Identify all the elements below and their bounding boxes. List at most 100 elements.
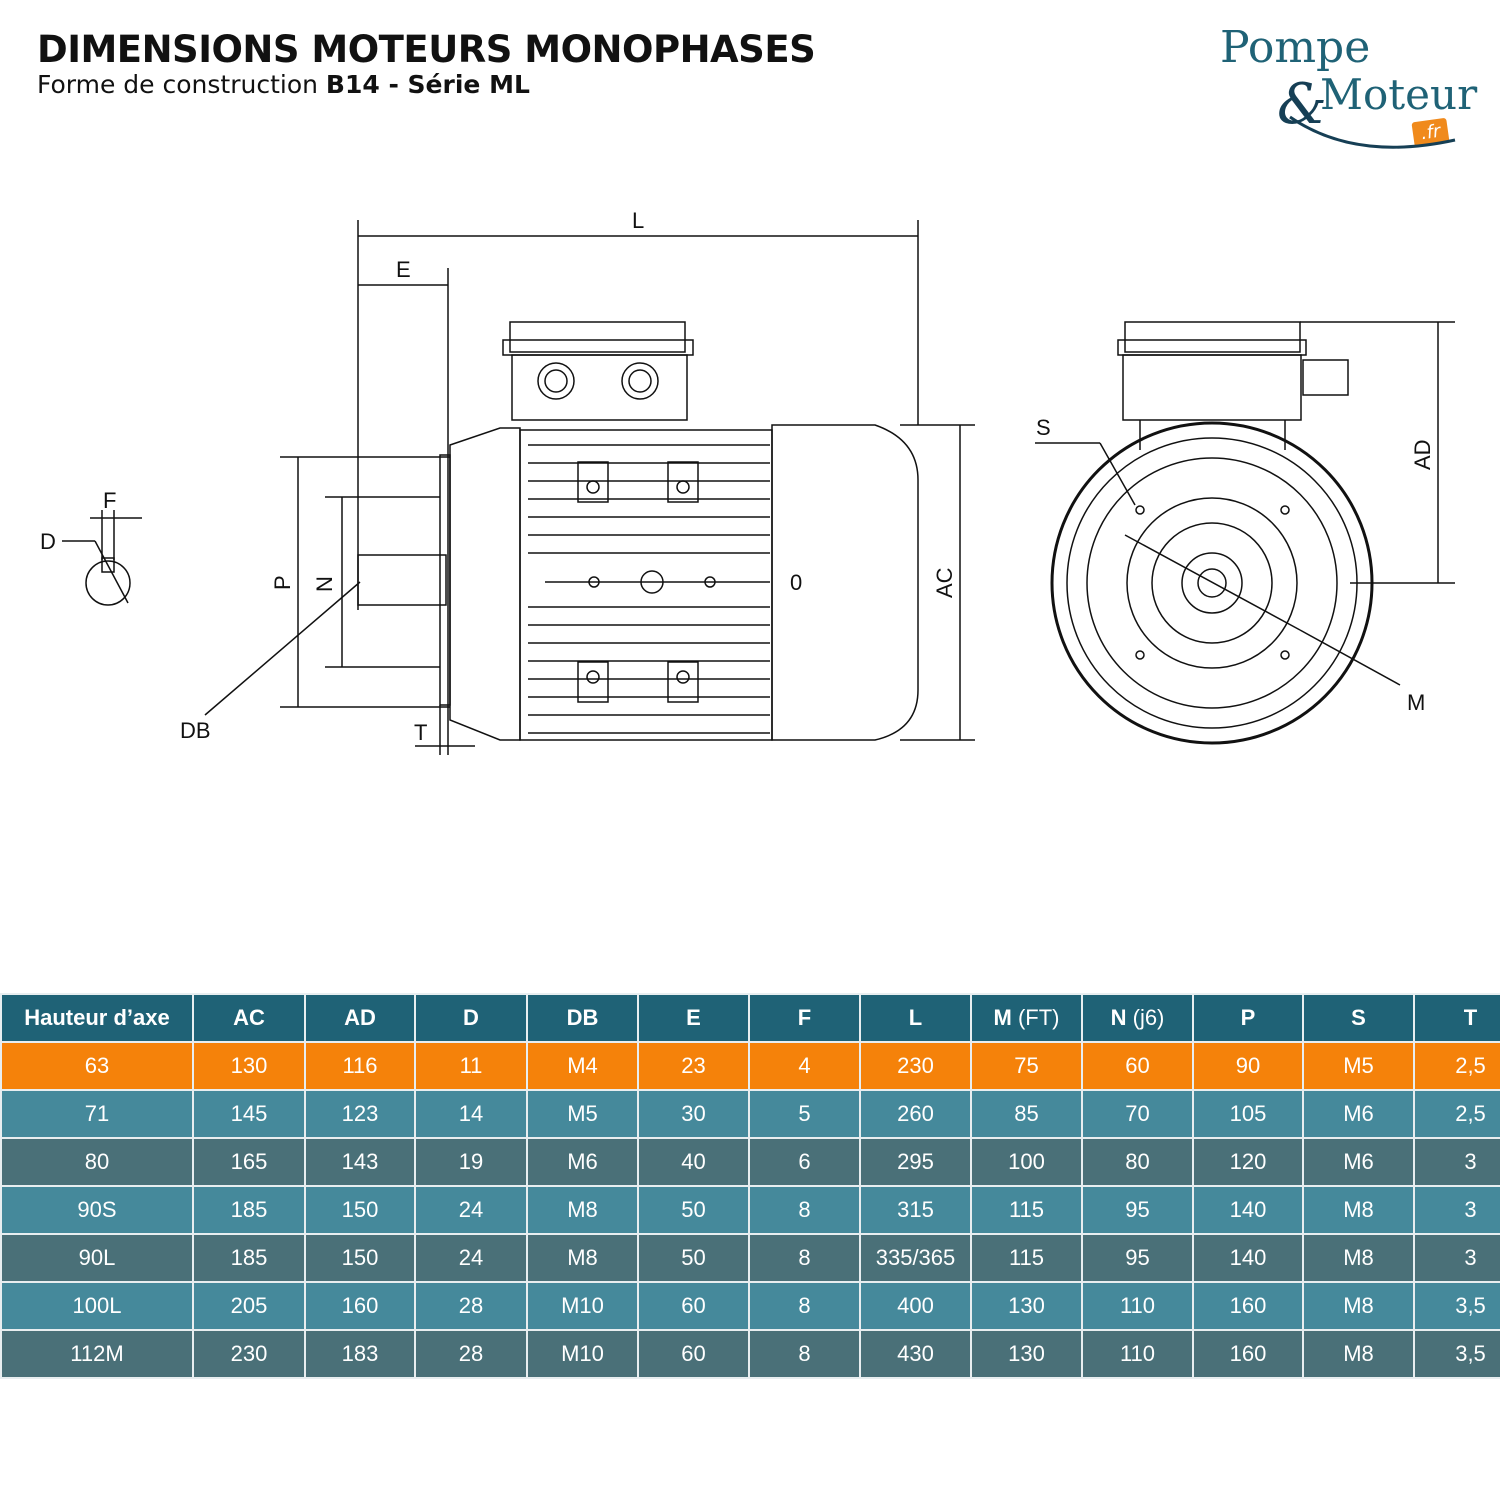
- table-cell: M8: [1302, 1233, 1415, 1283]
- table-cell: M10: [526, 1281, 639, 1331]
- table-row: 90S 185 150 24 M8 50 8 315 115 95 140 M8 3: [0, 1185, 1500, 1235]
- table-cell: 95: [1081, 1185, 1194, 1235]
- table-cell: 295: [859, 1137, 972, 1187]
- logo-swoosh: [1289, 115, 1456, 149]
- label-AC: AC: [932, 567, 957, 598]
- column-header: M (FT): [970, 993, 1083, 1043]
- table-cell: 2,5: [1413, 1041, 1500, 1091]
- label-D: D: [40, 529, 56, 554]
- table-cell: 260: [859, 1089, 972, 1139]
- table-cell: 115: [970, 1233, 1083, 1283]
- table-cell: 23: [637, 1041, 750, 1091]
- column-header-main: P: [1240, 1005, 1256, 1030]
- table-cell: 28: [414, 1329, 528, 1379]
- table-cell: 100: [970, 1137, 1083, 1187]
- table-cell: 400: [859, 1281, 972, 1331]
- table-cell: M6: [526, 1137, 639, 1187]
- subtitle-model: B14 - Série ML: [325, 70, 530, 99]
- table-cell: 130: [192, 1041, 306, 1091]
- column-header: P: [1192, 993, 1304, 1043]
- table-header-row: Hauteur d’axe AC AD D DB E F L M (FT) N (j6) P S T: [0, 993, 1500, 1043]
- table-cell: 185: [192, 1185, 306, 1235]
- table-cell: 80: [0, 1137, 194, 1187]
- column-header: DB: [526, 993, 639, 1043]
- subtitle-prefix: Forme de construction: [37, 70, 326, 99]
- table-cell: 315: [859, 1185, 972, 1235]
- table-cell: 90: [1192, 1041, 1304, 1091]
- column-header-main: E: [686, 1005, 701, 1030]
- label-P: P: [270, 575, 295, 590]
- table-cell: 85: [970, 1089, 1083, 1139]
- table-cell: 60: [637, 1329, 750, 1379]
- page-title: DIMENSIONS MOTEURS MONOPHASES: [37, 28, 816, 71]
- table-cell: 24: [414, 1233, 528, 1283]
- column-header-main: D: [463, 1005, 479, 1030]
- column-header-main: S: [1351, 1005, 1366, 1030]
- label-T: T: [414, 720, 427, 745]
- column-header-main: N: [1110, 1005, 1127, 1030]
- column-header: Hauteur d’axe: [0, 993, 194, 1043]
- table-cell: 110: [1081, 1281, 1194, 1331]
- table-cell: 8: [748, 1185, 861, 1235]
- table-cell: 95: [1081, 1233, 1194, 1283]
- table-cell: 145: [192, 1089, 306, 1139]
- table-cell: 150: [304, 1233, 416, 1283]
- table-cell: 24: [414, 1185, 528, 1235]
- table-cell: 30: [637, 1089, 750, 1139]
- column-header: AD: [304, 993, 416, 1043]
- column-header: N (j6): [1081, 993, 1194, 1043]
- label-N: N: [312, 576, 337, 592]
- column-header: E: [637, 993, 750, 1043]
- table-cell: 150: [304, 1185, 416, 1235]
- table-cell: M5: [1302, 1041, 1415, 1091]
- table-cell: 130: [970, 1329, 1083, 1379]
- table-cell: 100L: [0, 1281, 194, 1331]
- label-E: E: [396, 257, 411, 282]
- table-cell: 165: [192, 1137, 306, 1187]
- table-cell: M8: [526, 1185, 639, 1235]
- table-cell: 112M: [0, 1329, 194, 1379]
- table-cell: 160: [304, 1281, 416, 1331]
- column-header-main: M: [993, 1005, 1012, 1030]
- table-cell: 205: [192, 1281, 306, 1331]
- table-cell: 90S: [0, 1185, 194, 1235]
- label-M: M: [1407, 690, 1425, 715]
- column-header-unit: (j6): [1126, 1005, 1165, 1030]
- table-cell: M8: [1302, 1185, 1415, 1235]
- brand-logo: Pompe & Moteur .fr: [1215, 22, 1478, 162]
- table-cell: 70: [1081, 1089, 1194, 1139]
- table-cell: 110: [1081, 1329, 1194, 1379]
- table-row: 90L 185 150 24 M8 50 8 335/365 115 95 140 M8 3: [0, 1233, 1500, 1283]
- table-cell: 115: [970, 1185, 1083, 1235]
- table-row-highlighted: 63 130 116 11 M4 23 4 230 75 60 90 M5 2,5: [0, 1041, 1500, 1091]
- logo-text-moteur: Moteur: [1320, 70, 1478, 119]
- table-cell: 80: [1081, 1137, 1194, 1187]
- column-header: F: [748, 993, 861, 1043]
- table-row: 100L 205 160 28 M10 60 8 400 130 110 160 M8 3,5: [0, 1281, 1500, 1331]
- table-cell: 60: [637, 1281, 750, 1331]
- table-cell: M10: [526, 1329, 639, 1379]
- table-cell: M5: [526, 1089, 639, 1139]
- table-cell: 90L: [0, 1233, 194, 1283]
- table-cell: 130: [970, 1281, 1083, 1331]
- table-row: 112M 230 183 28 M10 60 8 430 130 110 160 M8 3,5: [0, 1329, 1500, 1379]
- table-cell: 4: [748, 1041, 861, 1091]
- table-cell: 183: [304, 1329, 416, 1379]
- table-cell: 430: [859, 1329, 972, 1379]
- column-header-main: F: [797, 1005, 812, 1030]
- label-L: L: [632, 208, 644, 233]
- column-header: AC: [192, 993, 306, 1043]
- table-cell: 75: [970, 1041, 1083, 1091]
- column-header-main: DB: [566, 1005, 599, 1030]
- page-subtitle: Forme de construction B14 - Série ML: [37, 70, 530, 99]
- column-header-main: Hauteur d’axe: [24, 1005, 170, 1030]
- column-header: S: [1302, 993, 1415, 1043]
- motor-dimension-drawing: L E 0 AC P N DB T F D: [40, 208, 1455, 755]
- column-header-main: AC: [233, 1005, 265, 1030]
- table-cell: 50: [637, 1233, 750, 1283]
- table-cell: 14: [414, 1089, 528, 1139]
- table-cell: 230: [859, 1041, 972, 1091]
- table-cell: 140: [1192, 1233, 1304, 1283]
- column-header-main: T: [1463, 1005, 1478, 1030]
- table-cell: 230: [192, 1329, 306, 1379]
